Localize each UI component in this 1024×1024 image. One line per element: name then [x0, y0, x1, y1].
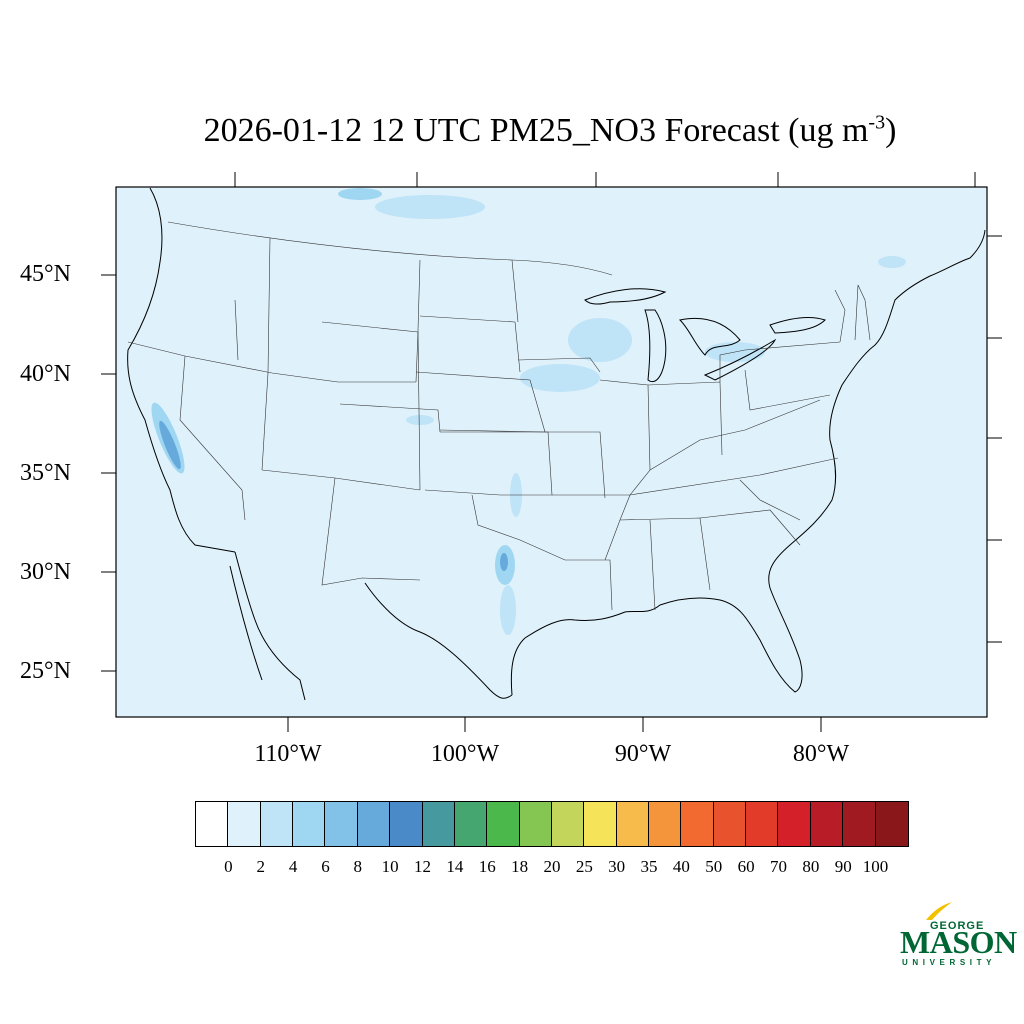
- colorbar-cell: [487, 802, 520, 846]
- colorbar-cell: [454, 802, 488, 846]
- colorbar-tick-label: 60: [737, 857, 755, 876]
- lon-label-100: 100°W: [430, 741, 500, 767]
- colorbar-cell: [551, 802, 585, 846]
- colorbar-tick-label: 0: [224, 857, 233, 876]
- colorbar: [195, 801, 909, 847]
- shade-canada-ne: [338, 188, 382, 200]
- logo-line-mason: MASON: [900, 924, 1017, 960]
- gmu-logo: GEORGE MASON UNIVERSITY: [898, 900, 1017, 970]
- colorbar-tick-label: 50: [705, 857, 723, 876]
- colorbar-tick-label: 12: [414, 857, 432, 876]
- colorbar-tick-label: 4: [288, 857, 298, 876]
- shade-new-england: [878, 256, 906, 268]
- colorbar-cell: [713, 802, 747, 846]
- concentration-shading: [151, 188, 906, 635]
- colorbar-cell: [228, 802, 261, 846]
- colorbar-cell: [584, 802, 617, 846]
- colorbar-cell: [810, 802, 844, 846]
- colorbar-tick-label: 8: [353, 857, 363, 876]
- great-lakes: [584, 288, 826, 383]
- colorbar-cell: [843, 802, 876, 846]
- map-frame: [115, 186, 988, 718]
- colorbar-tick-label: 90: [834, 857, 852, 876]
- colorbar-tick-label: 40: [672, 857, 690, 876]
- colorbar-tick-label: 6: [321, 857, 330, 876]
- lat-label-35: 35°N: [20, 460, 71, 486]
- lat-label-25: 25°N: [20, 658, 71, 684]
- shade-california-core: [159, 420, 181, 470]
- lat-label-30: 30°N: [20, 559, 71, 585]
- colorbar-cell: [875, 802, 908, 846]
- lat-label-45: 45°N: [20, 261, 71, 287]
- colorbar-cell: [390, 802, 423, 846]
- logo-line-george: GEORGE: [930, 920, 985, 932]
- lon-label-80: 80°W: [792, 741, 850, 767]
- colorbar-tick-label: 70: [769, 857, 787, 876]
- shade-colorado: [406, 415, 434, 425]
- colorbar-tick-label: 30: [608, 857, 626, 876]
- colorbar-cell: [422, 802, 455, 846]
- colorbar-cell: [681, 802, 714, 846]
- lon-label-110: 110°W: [254, 741, 322, 767]
- colorbar-tick-label: 14: [446, 857, 464, 876]
- colorbar-tick-label: 16: [478, 857, 496, 876]
- colorbar-tick-label: 25: [575, 857, 593, 876]
- colorbar-tick-label: 10: [381, 857, 399, 876]
- shade-upper-midwest: [568, 318, 632, 362]
- coastlines: [127, 187, 986, 701]
- colorbar-tick-label: 80: [802, 857, 820, 876]
- colorbar-cell: [649, 802, 682, 846]
- colorbar-cell: [196, 802, 229, 846]
- lon-label-90: 90°W: [614, 741, 672, 767]
- axis-ticks: [101, 172, 1002, 732]
- colorbar-cell: [778, 802, 811, 846]
- colorbar-tick-label: 100: [862, 857, 889, 876]
- shade-texas-core: [500, 553, 508, 571]
- colorbar-cell: [746, 802, 779, 846]
- colorbar-cell: [616, 802, 650, 846]
- map-title: 2026-01-12 12 UTC PM25_NO3 Forecast (ug …: [203, 111, 897, 149]
- colorbar-tick-label: 18: [511, 857, 529, 876]
- colorbar-tick-label: 20: [543, 857, 561, 876]
- colorbar-tick-label: 2: [256, 857, 265, 876]
- logo-swoosh-icon: [926, 902, 952, 920]
- colorbar-cell: [260, 802, 294, 846]
- colorbar-cell: [357, 802, 391, 846]
- colorbar-tick-label: 35: [640, 857, 658, 876]
- state-boundaries: [127, 221, 871, 611]
- lat-label-40: 40°N: [20, 361, 71, 387]
- logo-line-university: UNIVERSITY: [902, 958, 997, 967]
- shade-iowa: [520, 364, 600, 392]
- colorbar-cell: [325, 802, 358, 846]
- colorbar-cell: [293, 802, 326, 846]
- colorbar-cell: [519, 802, 552, 846]
- shade-canada-north: [375, 195, 485, 219]
- shade-texas-south: [500, 585, 516, 635]
